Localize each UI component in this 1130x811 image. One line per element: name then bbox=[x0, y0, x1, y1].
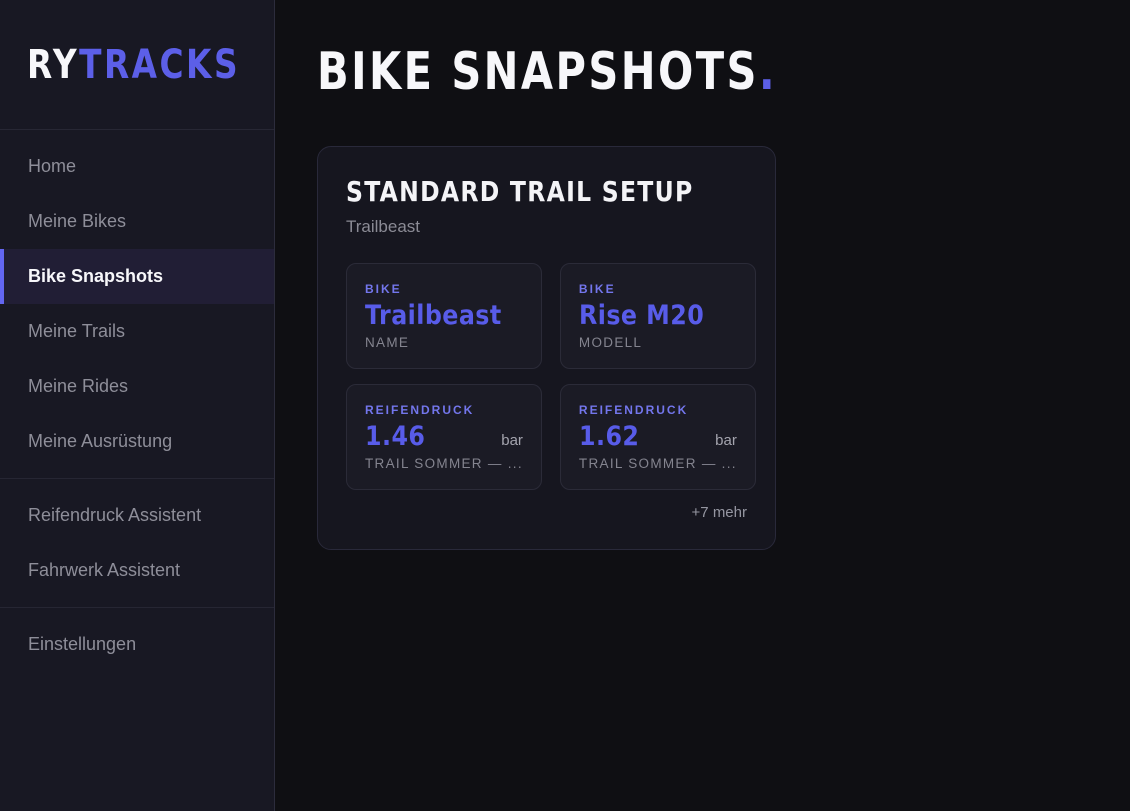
tile-label: BIKE bbox=[578, 282, 616, 296]
tile-unit: bar bbox=[501, 432, 523, 449]
sidebar-item-bike-snapshots[interactable]: Bike Snapshots bbox=[0, 249, 274, 304]
tile-value-row: Trailbeast bbox=[365, 300, 523, 331]
logo-text-accent: TRACKS bbox=[79, 41, 241, 88]
logo-area: RYTRACKS bbox=[0, 0, 274, 130]
more-snapshots-label[interactable]: +7 mehr bbox=[691, 504, 747, 521]
page-title: BIKE SNAPSHOTS. bbox=[317, 42, 777, 102]
tile-value-row: Rise M20 bbox=[579, 300, 737, 331]
tile-value: Trailbeast bbox=[365, 300, 502, 331]
tile-sublabel: TRAIL SOMMER — ... bbox=[365, 456, 523, 471]
tile-value: Rise M20 bbox=[578, 300, 705, 331]
tile-value: 1.46 bbox=[365, 421, 426, 452]
sidebar-item-reifendruck-assistent[interactable]: Reifendruck Assistent bbox=[28, 505, 202, 525]
sidebar-item-fahrwerk-assistent[interactable]: Fahrwerk Assistent bbox=[28, 560, 181, 580]
sidebar-item-einstellungen[interactable]: Einstellungen bbox=[28, 634, 137, 654]
tile-value-row: 1.46 bar bbox=[365, 421, 523, 452]
tile-unit: bar bbox=[715, 432, 737, 449]
snapshot-tile-grid: BIKE Trailbeast NAME BIKE Rise M20 MODEL… bbox=[346, 263, 756, 490]
sidebar-item-meine-ausruestung[interactable]: Meine Ausrüstung bbox=[28, 431, 173, 451]
tile-label: REIFENDRUCK bbox=[365, 403, 475, 417]
nav-group-settings: Einstellungen bbox=[0, 607, 274, 681]
page-title-period: . bbox=[758, 42, 778, 102]
sidebar-item-meine-bikes[interactable]: Meine Bikes bbox=[28, 211, 127, 231]
tile-value-row: 1.62 bar bbox=[579, 421, 737, 452]
tile-pressure-front: REIFENDRUCK 1.46 bar TRAIL SOMMER — ... bbox=[346, 384, 542, 490]
snapshot-card-subtitle: Trailbeast bbox=[346, 217, 421, 236]
logo-text-primary: RY bbox=[27, 41, 80, 88]
main-content: BIKE SNAPSHOTS. STANDARD TRAIL SETUP Tra… bbox=[275, 0, 1130, 811]
tile-bike-name: BIKE Trailbeast NAME bbox=[346, 263, 542, 369]
tile-sublabel: MODELL bbox=[578, 335, 643, 350]
sidebar-item-home[interactable]: Home bbox=[28, 156, 77, 176]
tile-pressure-rear: REIFENDRUCK 1.62 bar TRAIL SOMMER — ... bbox=[559, 384, 756, 490]
tile-value: 1.62 bbox=[578, 421, 640, 452]
snapshot-card[interactable]: STANDARD TRAIL SETUP Trailbeast BIKE Tra… bbox=[317, 146, 776, 550]
sidebar-nav: Home Meine Bikes Bike Snapshots Meine Tr… bbox=[0, 130, 274, 681]
sidebar: RYTRACKS Home Meine Bikes Bike Snapshots… bbox=[0, 0, 275, 811]
tile-sublabel: TRAIL SOMMER — ... bbox=[578, 456, 737, 471]
tile-sublabel: NAME bbox=[365, 335, 410, 350]
tile-label: BIKE bbox=[365, 282, 402, 296]
tile-bike-model: BIKE Rise M20 MODELL bbox=[559, 263, 756, 369]
sidebar-item-meine-rides[interactable]: Meine Rides bbox=[28, 376, 129, 396]
page-title-text: BIKE SNAPSHOTS bbox=[317, 42, 759, 102]
nav-group-assistants: Reifendruck Assistent Fahrwerk Assistent bbox=[0, 478, 274, 607]
snapshot-card-title: STANDARD TRAIL SETUP bbox=[346, 175, 694, 208]
nav-group-main: Home Meine Bikes Bike Snapshots Meine Tr… bbox=[0, 130, 274, 478]
sidebar-item-meine-trails[interactable]: Meine Trails bbox=[28, 321, 126, 341]
tile-label: REIFENDRUCK bbox=[578, 403, 689, 417]
app-logo[interactable]: RYTRACKS bbox=[27, 42, 240, 88]
